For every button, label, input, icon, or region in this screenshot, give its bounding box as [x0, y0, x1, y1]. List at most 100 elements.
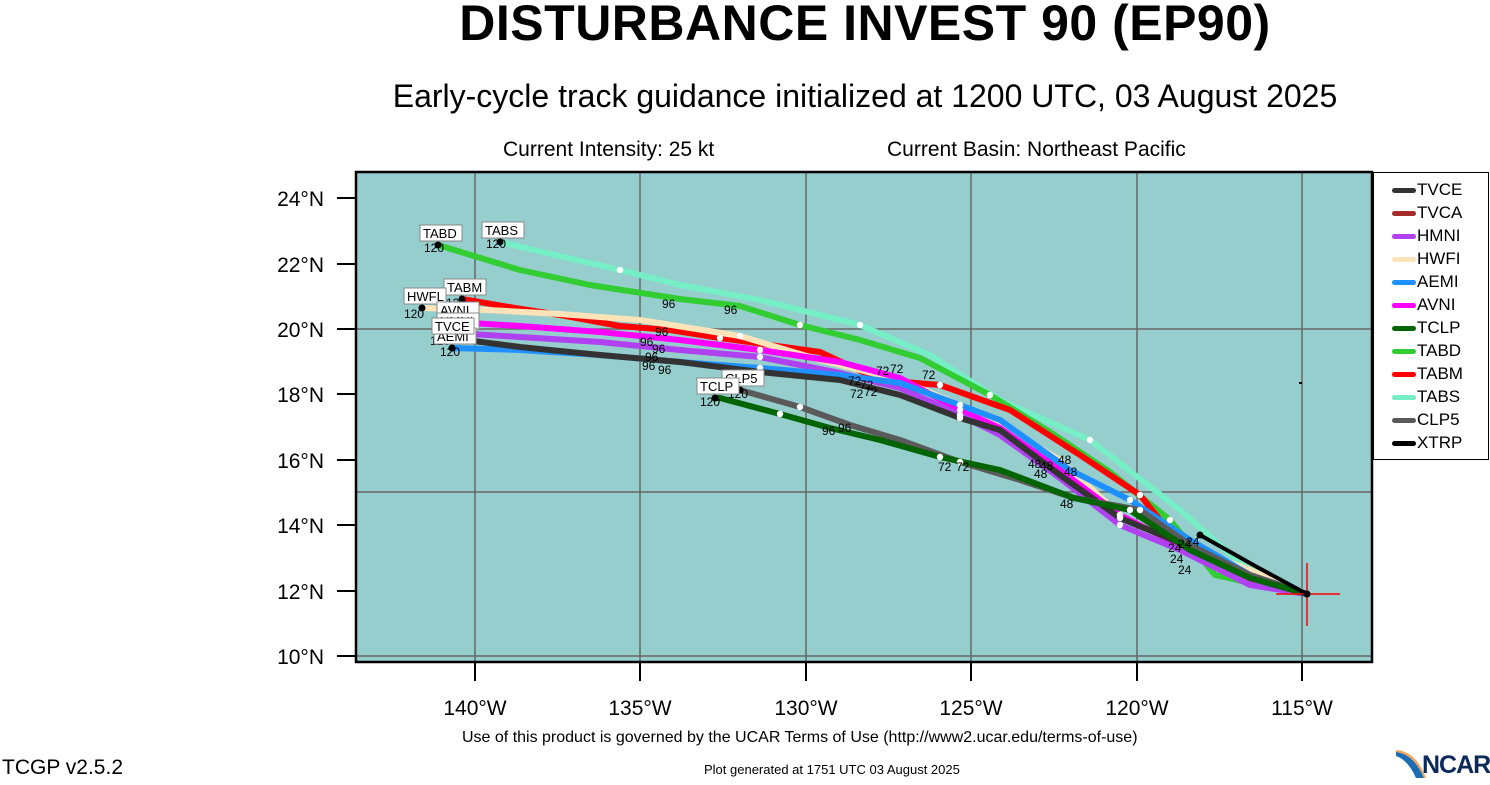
track-point-12h — [616, 266, 624, 274]
track-point-12h — [756, 346, 764, 354]
legend-item-tabd: TABD — [1392, 340, 1461, 362]
lon-label: 130°W — [774, 697, 837, 720]
lat-label: 16°N — [277, 450, 324, 473]
forecast-hour-label: 72 — [864, 385, 878, 399]
forecast-hour-label: 48 — [1028, 457, 1042, 471]
track-point-12h — [956, 406, 964, 414]
lon-label: 140°W — [443, 697, 506, 720]
forecast-hour-label: 120 — [440, 345, 460, 359]
legend-label: CLP5 — [1417, 410, 1460, 429]
generated-timestamp: Plot generated at 1751 UTC 03 August 202… — [704, 762, 960, 777]
track-end-point — [448, 344, 456, 352]
plot-subtitle: Early-cycle track guidance initialized a… — [392, 78, 1338, 114]
forecast-hour-label: 48 — [1040, 459, 1054, 473]
plot-title: DISTURBANCE INVEST 90 (EP90) — [459, 0, 1271, 51]
legend-label: XTRP — [1417, 433, 1463, 452]
lat-label: 10°N — [277, 646, 324, 669]
legend-swatch-icon — [1392, 187, 1416, 193]
track-tabs — [497, 239, 1310, 597]
lon-label: 115°W — [1271, 697, 1333, 720]
model-tracks — [419, 239, 1310, 597]
forecast-hour-label: 72 — [850, 387, 864, 401]
track-point-12h — [986, 391, 994, 399]
legend-swatch-icon — [1392, 417, 1416, 423]
forecast-hour-label: 48 — [1060, 497, 1074, 511]
terms-of-use-text: Use of this product is governed by the U… — [462, 729, 1138, 746]
lat-label: 18°N — [277, 384, 324, 407]
legend-item-tabm: TABM — [1392, 363, 1463, 385]
forecast-hour-label: 96 — [662, 297, 676, 311]
track-end-point — [1196, 531, 1204, 539]
track-end-label-box — [696, 377, 740, 395]
legend-item-clp5: CLP5 — [1392, 409, 1460, 431]
legend-item-tvca: TVCA — [1392, 202, 1462, 224]
legend-item-tclp: TCLP — [1392, 317, 1460, 339]
forecast-hour-label: 96 — [822, 424, 836, 438]
current-intensity: Current Intensity: 25 kt — [503, 138, 715, 161]
lat-label: 12°N — [277, 581, 324, 604]
track-point-12h — [956, 414, 964, 422]
forecast-hour-label: 96 — [658, 363, 672, 377]
legend-swatch-icon — [1392, 394, 1416, 400]
forecast-hour-label: 48 — [1064, 465, 1078, 479]
track-point-12h — [956, 458, 964, 466]
lat-axis-ticks — [337, 197, 356, 657]
legend-swatch-icon — [1392, 325, 1416, 331]
forecast-hour-label: 72 — [848, 374, 862, 388]
legend-item-avni: AVNI — [1392, 294, 1455, 316]
forecast-hour-label: 72 — [890, 362, 904, 376]
legend-label: TVCE — [1417, 180, 1463, 199]
forecast-hour-label: 96 — [838, 421, 852, 435]
forecast-hour-label: 96 — [645, 350, 659, 364]
lon-axis-ticks — [474, 662, 1303, 681]
current-basin: Current Basin: Northeast Pacific — [887, 138, 1186, 161]
forecast-hour-label: 24 — [1186, 535, 1200, 549]
forecast-hour-label: 72 — [860, 378, 874, 392]
track-point-12h — [776, 410, 784, 418]
track-end-label-box — [443, 278, 487, 296]
track-point-12h — [796, 321, 804, 329]
forecast-hour-label: 120 — [486, 237, 506, 251]
lat-label: 22°N — [277, 254, 324, 277]
initial-position-marker — [1276, 563, 1340, 626]
track-point-12h — [1126, 506, 1134, 514]
track-point-12h — [936, 381, 944, 389]
legend-item-hwfi: HWFI — [1392, 248, 1460, 270]
ncar-logo: NCAR — [1396, 748, 1490, 780]
lat-axis-labels: 24°N 22°N 20°N 18°N 16°N 14°N 12°N 10°N — [277, 188, 324, 669]
track-point-12h — [1136, 491, 1144, 499]
legend-item-tvce: TVCE — [1392, 179, 1462, 201]
track-end-label: TABD — [423, 226, 457, 241]
forecast-hour-label: 48 — [1058, 453, 1072, 467]
track-point-12h — [1166, 516, 1174, 524]
forecast-hour-label: 96 — [640, 335, 654, 349]
legend-swatch-icon — [1392, 210, 1416, 216]
legend-label: HMNI — [1417, 226, 1461, 245]
forecast-hour-label: 72 — [922, 368, 936, 382]
track-end-label: TVCE — [435, 319, 470, 334]
lat-label: 14°N — [277, 515, 324, 538]
track-end-label: TCLP — [700, 379, 733, 394]
track-point-12h — [936, 453, 944, 461]
track-point-12h — [1136, 506, 1144, 514]
track-point-12h — [1086, 436, 1094, 444]
lon-label: 135°W — [608, 697, 671, 720]
legend-item-aemi: AEMI — [1392, 271, 1459, 293]
track-end-point — [711, 394, 719, 402]
legend-label: AEMI — [1417, 272, 1459, 291]
legend-swatch-icon — [1392, 233, 1416, 239]
legend-label: TABS — [1417, 387, 1461, 406]
forecast-hour-label: 72 — [956, 460, 970, 474]
forecast-hour-label: 24 — [1178, 563, 1192, 577]
legend-label: TABM — [1417, 364, 1463, 383]
forecast-hour-labels: 1201201201201201201201209696969696969696… — [404, 237, 1200, 577]
track-end-label-box — [481, 221, 525, 239]
track-point-12h — [1116, 514, 1124, 522]
track-end-label: TABM — [447, 280, 482, 295]
track-point-12h — [716, 334, 724, 342]
legend-swatch-icon — [1392, 440, 1416, 446]
forecast-hour-label: 24 — [1170, 552, 1184, 566]
track-end-label-box — [419, 224, 463, 242]
legend-item-xtrp: XTRP — [1392, 432, 1462, 454]
track-end-label-box — [431, 317, 475, 335]
